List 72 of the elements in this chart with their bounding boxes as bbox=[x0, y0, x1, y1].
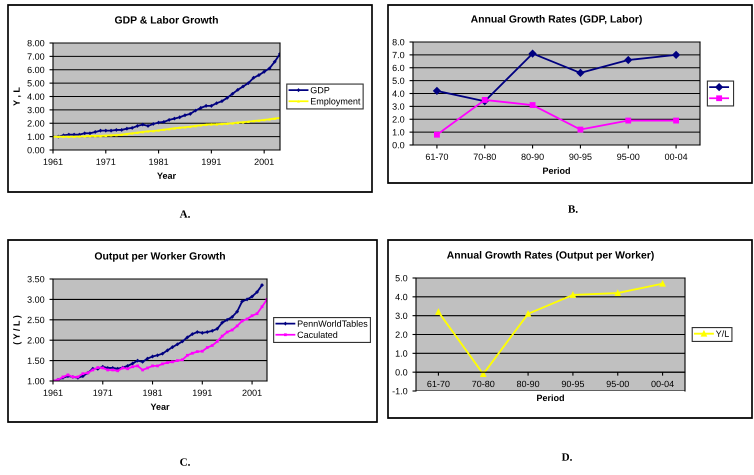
y-axis-title: Y , L bbox=[13, 87, 22, 106]
y-tick-label: 1.0 bbox=[396, 350, 408, 357]
x-tick-label: 70-80 bbox=[472, 380, 494, 388]
y-tick-label: 3.00 bbox=[27, 296, 44, 303]
x-tick-label: 1991 bbox=[202, 158, 221, 165]
y-tick-label: -1.0 bbox=[392, 388, 408, 394]
y-tick-label: 2.00 bbox=[28, 337, 44, 344]
x-tick-label: 1961 bbox=[44, 158, 63, 165]
y-tick-label: 7.0 bbox=[392, 52, 404, 58]
x-tick-label: 1971 bbox=[96, 158, 116, 165]
text: C. bbox=[180, 458, 190, 466]
x-tick-label: 80-90 bbox=[521, 154, 544, 160]
x-tick-label: 61-70 bbox=[427, 380, 450, 388]
x-tick-label: 1971 bbox=[93, 390, 112, 396]
y-tick-label: 0.0 bbox=[395, 369, 408, 376]
y-tick-label: 6.00 bbox=[28, 66, 44, 74]
x-tick-label: 95-00 bbox=[617, 154, 640, 160]
y-tick-label: 5.00 bbox=[27, 80, 44, 86]
x-tick-label: 90-95 bbox=[562, 380, 584, 388]
x-axis-title: Year bbox=[150, 404, 170, 410]
chart-title: Output per Worker Growth bbox=[94, 252, 225, 262]
y-axis-title: ( Y / L ) bbox=[13, 316, 22, 344]
y-tick-label: 0.0 bbox=[392, 142, 404, 148]
x-tick-label: 90-95 bbox=[569, 154, 592, 160]
x-axis-title: Year bbox=[157, 172, 176, 179]
y-tick-label: 5.0 bbox=[395, 274, 408, 282]
y-tick-label: 3.0 bbox=[392, 103, 404, 110]
x-tick-label: 00-04 bbox=[651, 380, 674, 388]
text: D. bbox=[562, 453, 572, 461]
y-tick-label: 4.0 bbox=[395, 294, 408, 300]
x-tick-label: 1981 bbox=[143, 390, 162, 396]
text: B. bbox=[568, 205, 578, 213]
x-tick-label: 2001 bbox=[254, 158, 274, 165]
legend-label: PennWorldTables bbox=[298, 320, 368, 327]
y-tick-label: 3.00 bbox=[27, 106, 44, 114]
x-axis-title: Period bbox=[537, 394, 564, 402]
y-tick-label: 1.00 bbox=[28, 378, 44, 384]
x-tick-label: 61-70 bbox=[426, 154, 448, 160]
chart-title: Annual Growth Rates (GDP, Labor) bbox=[470, 15, 642, 25]
chart-title: GDP & Labor Growth bbox=[114, 16, 218, 24]
x-tick-label: 80-90 bbox=[516, 380, 540, 388]
y-tick-label: 4.00 bbox=[27, 93, 44, 100]
x-tick-label: 1991 bbox=[192, 390, 212, 396]
y-tick-label: 8.00 bbox=[27, 40, 44, 46]
y-tick-label: 4.0 bbox=[392, 90, 404, 97]
y-tick-label: 1.50 bbox=[28, 358, 44, 364]
chart-title: Annual Growth Rates (Output per Worker) bbox=[446, 251, 654, 261]
y-tick-label: 2.0 bbox=[396, 331, 408, 338]
y-tick-label: 5.0 bbox=[392, 78, 404, 84]
y-tick-label: 1.0 bbox=[392, 129, 404, 136]
legend-label: GDP bbox=[310, 86, 330, 94]
x-tick-label: 2001 bbox=[242, 390, 262, 396]
y-tick-label: 2.50 bbox=[28, 316, 44, 324]
y-tick-label: 1.00 bbox=[28, 134, 44, 140]
y-tick-label: 2.00 bbox=[28, 120, 44, 127]
y-tick-label: 3.0 bbox=[395, 312, 408, 320]
y-tick-label: 2.0 bbox=[392, 116, 404, 123]
x-tick-label: 95-00 bbox=[606, 380, 629, 388]
legend-label: Employment bbox=[310, 98, 360, 106]
x-tick-label: 00-04 bbox=[664, 154, 688, 160]
x-tick-label: 1981 bbox=[149, 158, 168, 165]
x-axis-title: Period bbox=[543, 167, 570, 174]
x-tick-label: 1961 bbox=[44, 390, 63, 396]
y-tick-label: 0.00 bbox=[27, 146, 44, 154]
text: A. bbox=[180, 210, 190, 218]
x-tick-label: 70-80 bbox=[474, 154, 496, 160]
y-tick-label: 7.00 bbox=[28, 53, 44, 60]
legend-label: Y/L bbox=[716, 330, 729, 337]
y-tick-label: 3.50 bbox=[27, 276, 44, 282]
y-tick-label: 8.0 bbox=[392, 38, 404, 46]
y-tick-label: 6.0 bbox=[392, 64, 404, 72]
legend-label: Caculated bbox=[298, 331, 338, 338]
